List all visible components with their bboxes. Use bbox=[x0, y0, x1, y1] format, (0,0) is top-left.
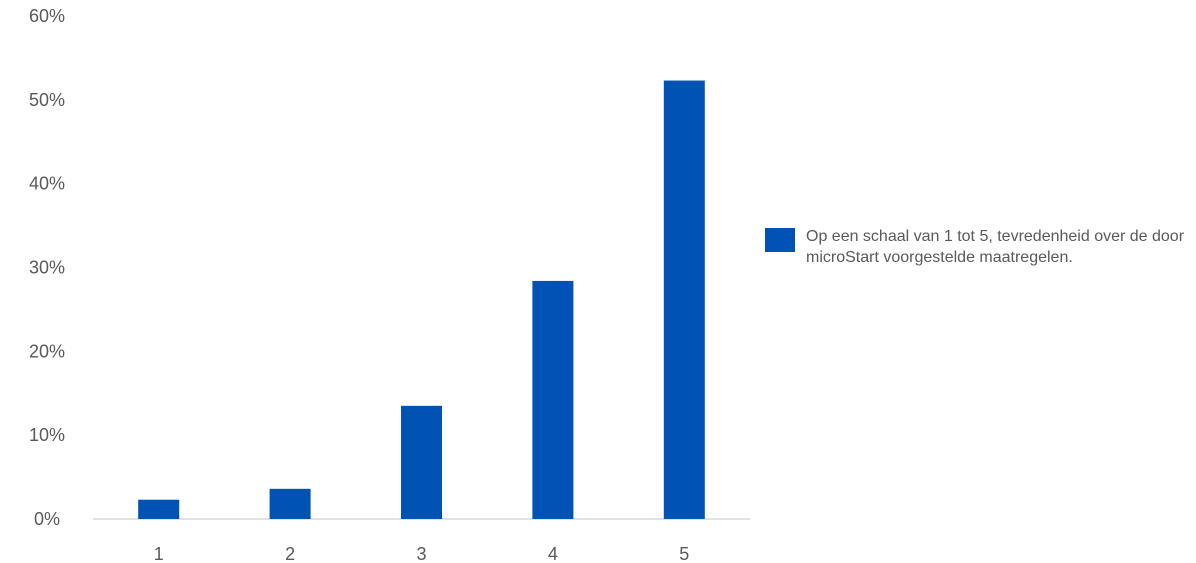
y-tick-label: 50% bbox=[29, 90, 65, 110]
x-tick-label: 3 bbox=[416, 544, 426, 563]
y-tick-label: 30% bbox=[29, 258, 65, 278]
x-axis-tick-labels: 1 2 3 4 5 bbox=[154, 544, 690, 563]
x-tick-label: 1 bbox=[154, 544, 164, 563]
x-tick-label: 5 bbox=[679, 544, 689, 563]
bar-5 bbox=[664, 81, 705, 519]
y-tick-label: 60% bbox=[29, 6, 65, 26]
y-tick-label: 40% bbox=[29, 174, 65, 194]
y-tick-label: 20% bbox=[29, 341, 65, 361]
x-tick-label: 4 bbox=[548, 544, 558, 563]
legend: Op een schaal van 1 tot 5, tevredenheid … bbox=[765, 226, 1196, 306]
legend-swatch bbox=[765, 228, 795, 252]
y-axis-tick-labels: 0% 10% 20% 30% 40% 50% 60% bbox=[29, 6, 65, 529]
legend-label: Op een schaal van 1 tot 5, tevredenheid … bbox=[806, 226, 1196, 268]
bars bbox=[138, 81, 705, 519]
bar-2 bbox=[270, 489, 311, 519]
y-tick-label: 0% bbox=[34, 509, 60, 529]
bar-4 bbox=[532, 281, 573, 519]
bar-1 bbox=[138, 500, 179, 519]
x-tick-label: 2 bbox=[285, 544, 295, 563]
y-tick-label: 10% bbox=[29, 425, 65, 445]
bar-3 bbox=[401, 406, 442, 519]
